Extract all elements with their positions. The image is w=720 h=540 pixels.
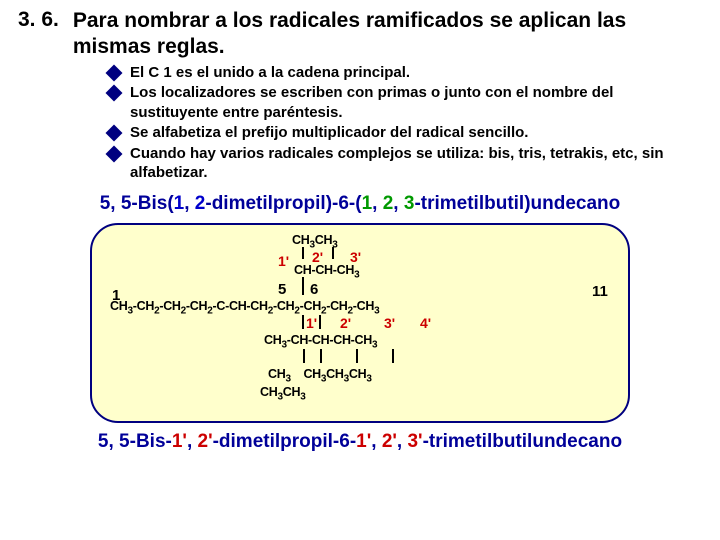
- locant-red: 3': [384, 315, 395, 331]
- compound-name-top: 5, 5-Bis(1, 2-dimetilpropil)-6-(1, 2, 3-…: [18, 193, 702, 215]
- locant-black: 11: [592, 283, 608, 300]
- bullet-text: El C 1 es el unido a la cadena principal…: [130, 63, 410, 83]
- locant-black: 6: [310, 281, 318, 298]
- list-item: El C 1 es el unido a la cadena principal…: [108, 63, 702, 83]
- list-item: Cuando hay varios radicales complejos se…: [108, 144, 702, 183]
- structure-diagram: CH3CH3 1' 2' 3' CH-CH-CH3 1 5 6 11 CH3-C…: [90, 223, 630, 423]
- locant-red: 4': [420, 315, 431, 331]
- bullet-icon: [106, 85, 123, 102]
- locant-red: 1': [306, 315, 317, 331]
- locant-black: 5: [278, 281, 286, 298]
- section-title: Para nombrar a los radicales ramificados…: [73, 8, 702, 61]
- list-item: Los localizadores se escriben con primas…: [108, 83, 702, 122]
- locant-red: 2': [340, 315, 351, 331]
- bullet-list: El C 1 es el unido a la cadena principal…: [108, 63, 702, 183]
- bullet-text: Cuando hay varios radicales complejos se…: [130, 144, 702, 183]
- bullet-text: Se alfabetiza el prefijo multiplicador d…: [130, 123, 528, 143]
- bullet-icon: [106, 125, 123, 142]
- locant-red: 1': [278, 253, 289, 269]
- compound-name-bottom: 5, 5-Bis-1', 2'-dimetilpropil-6-1', 2', …: [18, 431, 702, 453]
- bullet-text: Los localizadores se escriben con primas…: [130, 83, 702, 122]
- bullet-icon: [106, 145, 123, 162]
- bullet-icon: [106, 64, 123, 81]
- list-item: Se alfabetiza el prefijo multiplicador d…: [108, 123, 702, 143]
- section-number: 3. 6.: [18, 8, 59, 32]
